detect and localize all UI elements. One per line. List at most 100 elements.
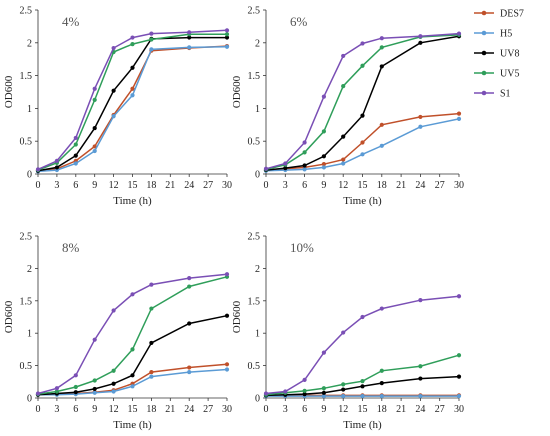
data-point-s1 (263, 391, 269, 396)
data-point-uv8 (224, 35, 230, 40)
series-line-des7 (37, 363, 228, 396)
data-point-s1 (73, 135, 78, 141)
legend-label-uv8: UV8 (500, 49, 519, 60)
y-tick-label: 1 (27, 104, 32, 115)
data-point-uv5 (73, 384, 78, 390)
data-point-h5 (224, 44, 230, 49)
data-point-h5 (187, 369, 192, 375)
data-point-s1 (418, 298, 423, 303)
series-line-s1 (37, 29, 228, 171)
data-point-h5 (418, 393, 423, 399)
x-tick-label: 0 (36, 404, 41, 415)
y-axis-title: OD600 (3, 75, 15, 108)
data-point-s1 (54, 386, 60, 391)
data-point-h5 (149, 374, 154, 379)
data-point-h5 (92, 390, 97, 395)
data-point-uv8 (130, 373, 135, 378)
series-line-s1 (265, 295, 460, 395)
legend-swatch-marker (481, 10, 487, 16)
x-tick-label: 18 (377, 404, 387, 415)
data-point-s1 (263, 166, 269, 171)
legend-swatch-marker (481, 90, 487, 96)
legend: DES7 H5 UV8 UV5 S1 (474, 9, 524, 100)
x-tick-label: 24 (415, 404, 425, 415)
data-point-h5 (456, 116, 462, 121)
data-point-uv8 (341, 387, 346, 392)
data-point-s1 (302, 377, 307, 382)
data-point-s1 (73, 373, 78, 378)
data-point-uv5 (149, 306, 154, 311)
data-point-s1 (35, 167, 41, 172)
data-point-h5 (379, 143, 384, 148)
data-point-uv5 (130, 42, 135, 47)
x-tick-label: 27 (203, 404, 213, 415)
x-tick-label: 0 (264, 404, 269, 415)
x-tick-label: 3 (54, 404, 59, 415)
data-point-s1 (341, 53, 346, 59)
data-point-s1 (341, 330, 346, 335)
x-tick-label: 15 (358, 404, 368, 415)
data-point-h5 (379, 393, 384, 399)
data-point-des7 (92, 144, 97, 149)
y-tick-label: 0 (27, 394, 32, 405)
x-tick-label: 18 (146, 404, 156, 415)
data-point-s1 (321, 350, 326, 355)
data-point-s1 (111, 308, 116, 313)
data-point-uv8 (418, 40, 423, 45)
x-tick-label: 0 (264, 180, 269, 191)
x-tick-label: 15 (128, 404, 138, 415)
x-axis-title: Time (h) (343, 419, 382, 431)
x-tick-label: 30 (222, 404, 232, 415)
y-tick-label: 2 (27, 264, 32, 275)
x-tick-label: 30 (222, 180, 232, 191)
x-tick-label: 6 (302, 404, 307, 415)
data-point-uv8 (360, 384, 365, 389)
data-point-uv5 (321, 129, 326, 134)
x-tick-label: 27 (435, 404, 445, 415)
x-axis-title: Time (h) (113, 195, 152, 207)
data-point-uv5 (92, 97, 97, 102)
y-tick-label: 0.5 (248, 361, 261, 372)
data-point-h5 (302, 167, 307, 172)
data-point-uv5 (130, 347, 135, 352)
y-tick-label: 1.5 (248, 296, 261, 307)
data-point-uv8 (302, 392, 307, 397)
data-point-uv5 (379, 368, 384, 373)
data-point-uv5 (73, 142, 78, 147)
data-point-s1 (149, 31, 154, 36)
data-point-s1 (130, 35, 135, 40)
x-tick-label: 30 (454, 404, 464, 415)
panel-label: 4% (62, 14, 80, 29)
data-point-h5 (130, 93, 135, 98)
data-point-s1 (224, 28, 230, 33)
y-tick-label: 2.5 (248, 232, 261, 243)
legend-label-s1: S1 (500, 89, 511, 100)
x-tick-label: 9 (321, 404, 326, 415)
x-tick-label: 21 (165, 404, 175, 415)
data-point-uv8 (224, 313, 230, 318)
data-point-uv8 (92, 386, 97, 392)
x-tick-label: 3 (283, 180, 288, 191)
x-tick-label: 21 (165, 180, 175, 191)
data-point-uv5 (360, 379, 365, 384)
data-point-s1 (379, 306, 384, 311)
data-point-s1 (418, 34, 423, 39)
data-point-uv5 (302, 150, 307, 155)
panel-label: 8% (62, 240, 80, 255)
data-point-s1 (187, 276, 192, 281)
legend-swatch-marker (481, 30, 487, 36)
x-tick-label: 6 (73, 180, 78, 191)
x-tick-label: 15 (358, 180, 368, 191)
x-tick-label: 9 (321, 180, 326, 191)
x-tick-label: 9 (92, 404, 97, 415)
data-point-uv8 (379, 64, 384, 69)
data-point-s1 (283, 161, 288, 166)
data-point-uv8 (456, 374, 462, 379)
data-point-s1 (456, 294, 462, 299)
data-point-uv5 (418, 364, 423, 369)
data-point-uv5 (321, 386, 326, 391)
legend-label-des7: DES7 (500, 9, 524, 20)
data-point-uv8 (283, 165, 288, 171)
data-point-s1 (224, 272, 230, 277)
